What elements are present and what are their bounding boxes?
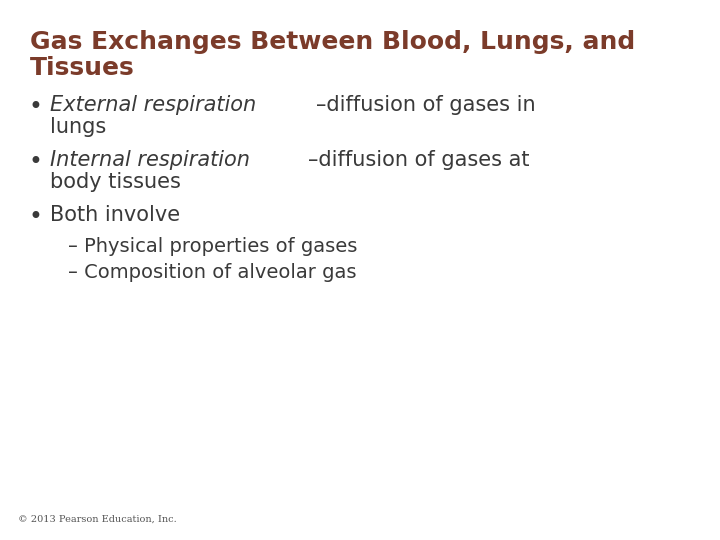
Text: body tissues: body tissues xyxy=(50,172,181,192)
Text: •: • xyxy=(28,95,42,119)
Text: lungs: lungs xyxy=(50,117,107,137)
Text: Tissues: Tissues xyxy=(30,56,135,80)
Text: –diffusion of gases in: –diffusion of gases in xyxy=(316,95,536,115)
Text: – Physical properties of gases: – Physical properties of gases xyxy=(68,237,357,256)
Text: •: • xyxy=(28,150,42,174)
Text: – Composition of alveolar gas: – Composition of alveolar gas xyxy=(68,263,356,282)
Text: Internal respiration: Internal respiration xyxy=(50,150,250,170)
Text: Gas Exchanges Between Blood, Lungs, and: Gas Exchanges Between Blood, Lungs, and xyxy=(30,30,635,54)
Text: •: • xyxy=(28,205,42,229)
Text: © 2013 Pearson Education, Inc.: © 2013 Pearson Education, Inc. xyxy=(18,515,176,524)
Text: External respiration: External respiration xyxy=(50,95,256,115)
Text: –diffusion of gases at: –diffusion of gases at xyxy=(308,150,530,170)
Text: Both involve: Both involve xyxy=(50,205,180,225)
